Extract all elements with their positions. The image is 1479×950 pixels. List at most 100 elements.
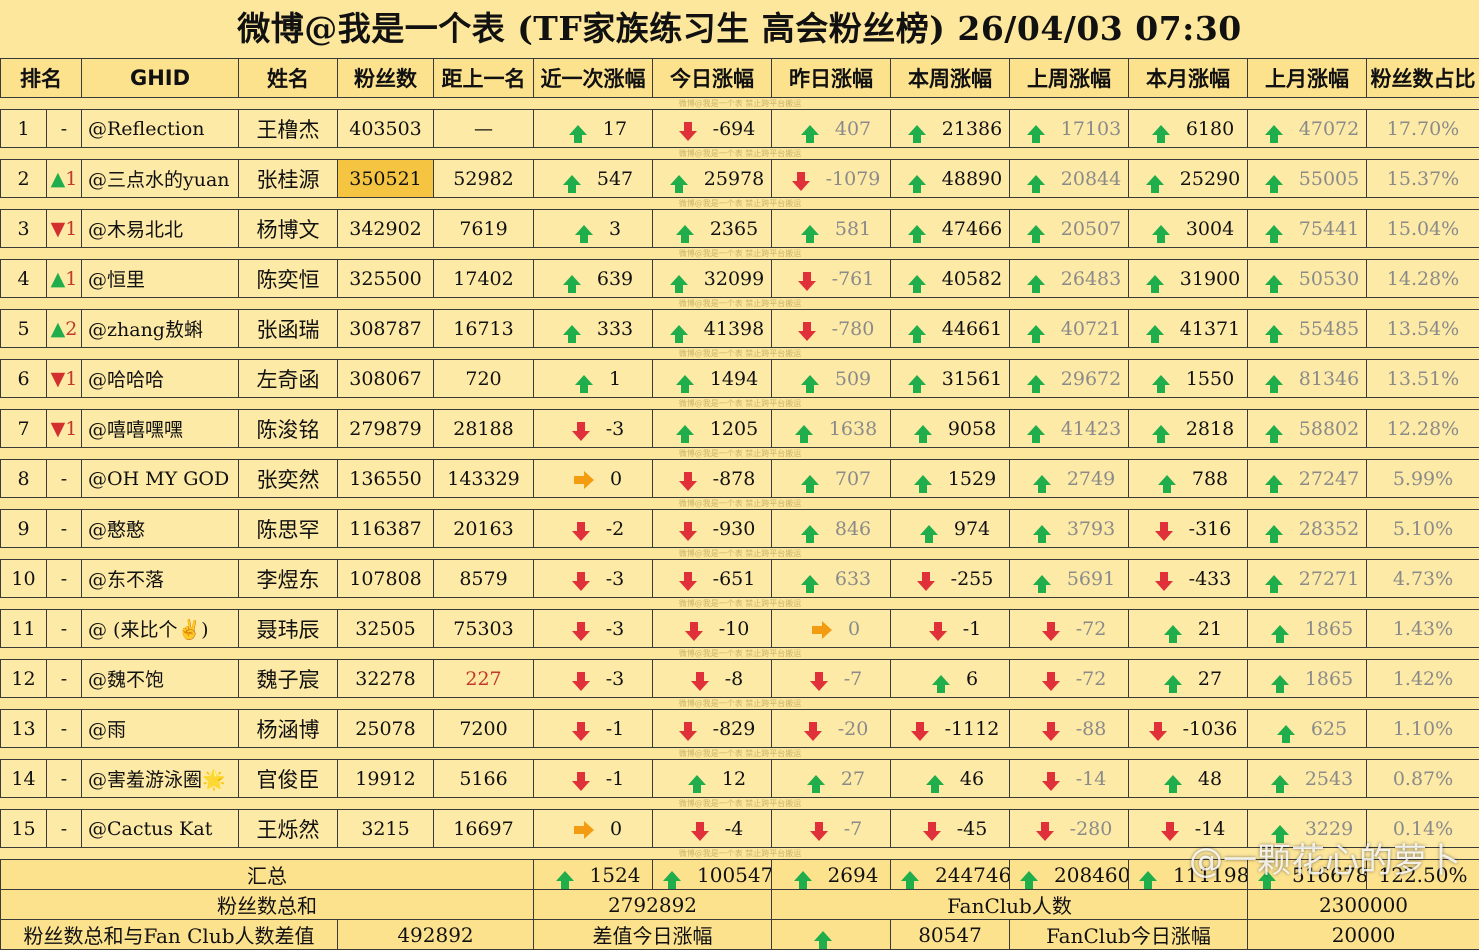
- lmonth-value: 1865: [1305, 618, 1353, 640]
- week-cell: 44661: [891, 310, 1010, 348]
- yest-cell: 846: [772, 510, 891, 548]
- down-arrow-icon: [679, 531, 697, 541]
- month-cell: -316: [1129, 510, 1248, 548]
- rank-cell: 8: [1, 460, 47, 498]
- month-value: 27: [1198, 668, 1222, 690]
- gap-cell: 7619: [434, 210, 534, 248]
- col-header-week: 本周涨幅: [891, 59, 1010, 98]
- rank-change-value: 1: [65, 418, 77, 440]
- up-arrow-icon: [1271, 775, 1289, 785]
- today-value: -930: [713, 518, 756, 540]
- row-watermark: 微博@我是一个表 禁止跨平台搬运: [1, 398, 1479, 410]
- rank-down-icon: ▼: [51, 218, 66, 240]
- lweek-cell: -72: [1010, 660, 1129, 698]
- up-arrow-icon: [1152, 125, 1170, 135]
- fans-cell: 308067: [338, 360, 434, 398]
- month-cell: 1550: [1129, 360, 1248, 398]
- share-cell: 4.73%: [1367, 560, 1479, 598]
- col-header-fans: 粉丝数: [338, 59, 434, 98]
- lweek-cell: 17103: [1010, 110, 1129, 148]
- week-cell: -45: [891, 810, 1010, 848]
- ghid-cell: @憨憨: [82, 510, 239, 548]
- week-value: 9058: [948, 418, 996, 440]
- lweek-value: -72: [1076, 668, 1107, 690]
- watermark-row: 微博@我是一个表 禁止跨平台搬运: [1, 148, 1479, 160]
- up-arrow-icon: [932, 675, 950, 685]
- rank-change-value: -: [61, 768, 67, 790]
- month-value: -316: [1189, 518, 1232, 540]
- week-cell: -1112: [891, 710, 1010, 748]
- today-cell: 2365: [653, 210, 772, 248]
- rank-change-value: 2: [65, 318, 77, 340]
- recent-value: -3: [606, 668, 625, 690]
- col-header-today: 今日涨幅: [653, 59, 772, 98]
- today-value: 41398: [704, 318, 764, 340]
- summary-yesterday: 2694: [772, 860, 891, 890]
- row-watermark: 微博@我是一个表 禁止跨平台搬运: [1, 448, 1479, 460]
- lweek-cell: -88: [1010, 710, 1129, 748]
- down-arrow-icon: [1042, 631, 1060, 641]
- watermark-row: 微博@我是一个表 禁止跨平台搬运: [1, 448, 1479, 460]
- up-arrow-icon: [563, 175, 581, 185]
- month-value: -1036: [1183, 718, 1238, 740]
- up-arrow-icon: [1139, 871, 1157, 881]
- today-value: -8: [725, 668, 744, 690]
- today-cell: -829: [653, 710, 772, 748]
- watermark-row: 微博@我是一个表 禁止跨平台搬运: [1, 498, 1479, 510]
- up-arrow-icon: [914, 475, 932, 485]
- lweek-cell: -14: [1010, 760, 1129, 798]
- lmonth-cell: 81346: [1248, 360, 1367, 398]
- lweek-cell: 26483: [1010, 260, 1129, 298]
- up-arrow-icon: [1265, 125, 1283, 135]
- today-cell: 25978: [653, 160, 772, 198]
- lmonth-cell: 47072: [1248, 110, 1367, 148]
- totals-row: 粉丝数总和 2792892 FanClub人数 2300000: [1, 890, 1479, 920]
- recent-cell: 333: [534, 310, 653, 348]
- row-watermark: 微博@我是一个表 禁止跨平台搬运: [1, 98, 1479, 110]
- col-header-share: 粉丝数占比: [1367, 59, 1479, 98]
- recent-value: 3: [609, 218, 621, 240]
- gap-cell: 5166: [434, 760, 534, 798]
- lweek-cell: -72: [1010, 610, 1129, 648]
- lmonth-cell: 625: [1248, 710, 1367, 748]
- up-arrow-icon: [1265, 325, 1283, 335]
- lmonth-cell: 27271: [1248, 560, 1367, 598]
- down-arrow-icon: [685, 631, 703, 641]
- up-arrow-icon: [1164, 775, 1182, 785]
- up-arrow-icon: [801, 225, 819, 235]
- lmonth-cell: 75441: [1248, 210, 1367, 248]
- row-watermark: 微博@我是一个表 禁止跨平台搬运: [1, 598, 1479, 610]
- rank-change-cell: ▼1: [47, 410, 82, 448]
- name-cell: 官俊臣: [239, 760, 338, 798]
- rank-change-cell: -: [47, 560, 82, 598]
- up-arrow-icon: [908, 325, 926, 335]
- today-cell: 1205: [653, 410, 772, 448]
- watermark-row: 微博@我是一个表 禁止跨平台搬运: [1, 298, 1479, 310]
- rank-change-value: -: [61, 518, 67, 540]
- down-arrow-icon: [810, 831, 828, 841]
- recent-value: 0: [610, 468, 622, 490]
- rank-cell: 13: [1, 710, 47, 748]
- leaderboard-page: 微博@我是一个表 (TF家族练习生 高会粉丝榜) 26/04/03 07:30 …: [0, 0, 1479, 892]
- month-value: 1550: [1186, 368, 1234, 390]
- lmonth-cell: 55485: [1248, 310, 1367, 348]
- watermark-row: 微博@我是一个表 禁止跨平台搬运: [1, 398, 1479, 410]
- rank-cell: 1: [1, 110, 47, 148]
- down-arrow-icon: [1042, 731, 1060, 741]
- up-arrow-icon: [914, 425, 932, 435]
- summary-label: 汇总: [1, 860, 534, 890]
- right-arrow-icon: [584, 821, 594, 839]
- fanclub-today-value: 20000: [1248, 920, 1479, 950]
- up-arrow-icon: [795, 425, 813, 435]
- recent-cell: 17: [534, 110, 653, 148]
- today-cell: -878: [653, 460, 772, 498]
- week-cell: 47466: [891, 210, 1010, 248]
- up-arrow-icon: [1265, 525, 1283, 535]
- up-arrow-icon: [1146, 325, 1164, 335]
- recent-cell: 547: [534, 160, 653, 198]
- recent-cell: -3: [534, 660, 653, 698]
